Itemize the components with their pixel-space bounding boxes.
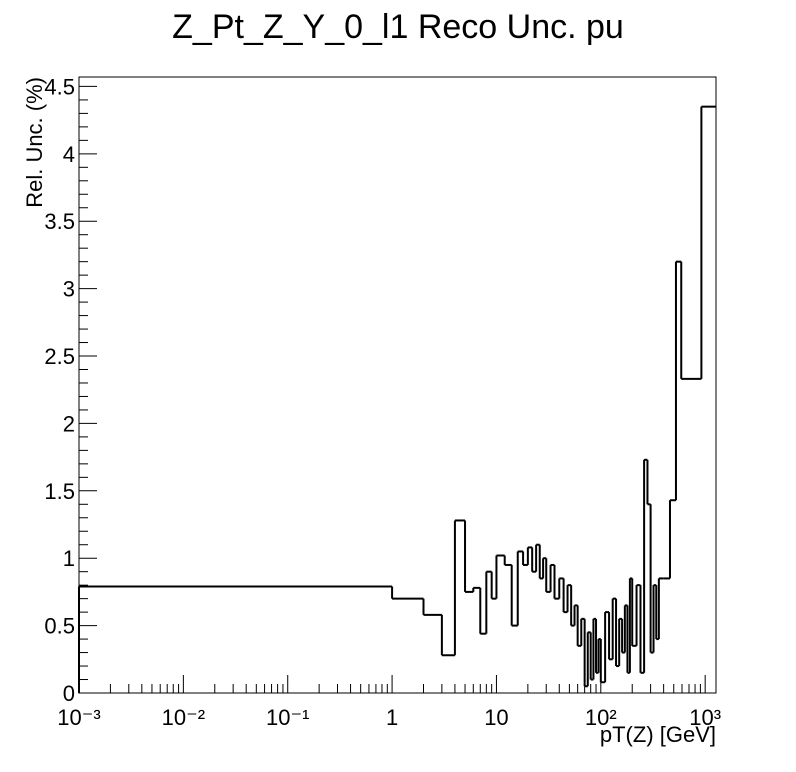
y-tick-label: 2 xyxy=(63,411,75,436)
y-tick-label: 0 xyxy=(63,681,75,706)
y-tick-label: 1.5 xyxy=(44,479,75,504)
y-tick-label: 2.5 xyxy=(44,344,75,369)
y-tick-label: 4.5 xyxy=(44,74,75,99)
x-tick-label: 10⁻³ xyxy=(57,705,100,730)
x-tick-label: 10³ xyxy=(689,705,721,730)
x-tick-label: 10² xyxy=(585,705,617,730)
x-tick-label: 10⁻² xyxy=(162,705,205,730)
y-tick-label: 4 xyxy=(63,142,75,167)
x-tick-label: 1 xyxy=(386,705,398,730)
x-axis-label: pT(Z) [GeV] xyxy=(600,722,716,747)
y-tick-label: 3 xyxy=(63,277,75,302)
y-tick-label: 1 xyxy=(63,546,75,571)
chart-title: Z_Pt_Z_Y_0_l1 Reco Unc. pu xyxy=(172,8,624,46)
plot-frame xyxy=(78,76,717,694)
y-axis-label: Rel. Unc. (%) xyxy=(22,77,47,208)
x-tick-label: 10 xyxy=(484,705,508,730)
y-tick-label: 3.5 xyxy=(44,209,75,234)
x-tick-label: 10⁻¹ xyxy=(266,705,309,730)
y-tick-label: 0.5 xyxy=(44,614,75,639)
